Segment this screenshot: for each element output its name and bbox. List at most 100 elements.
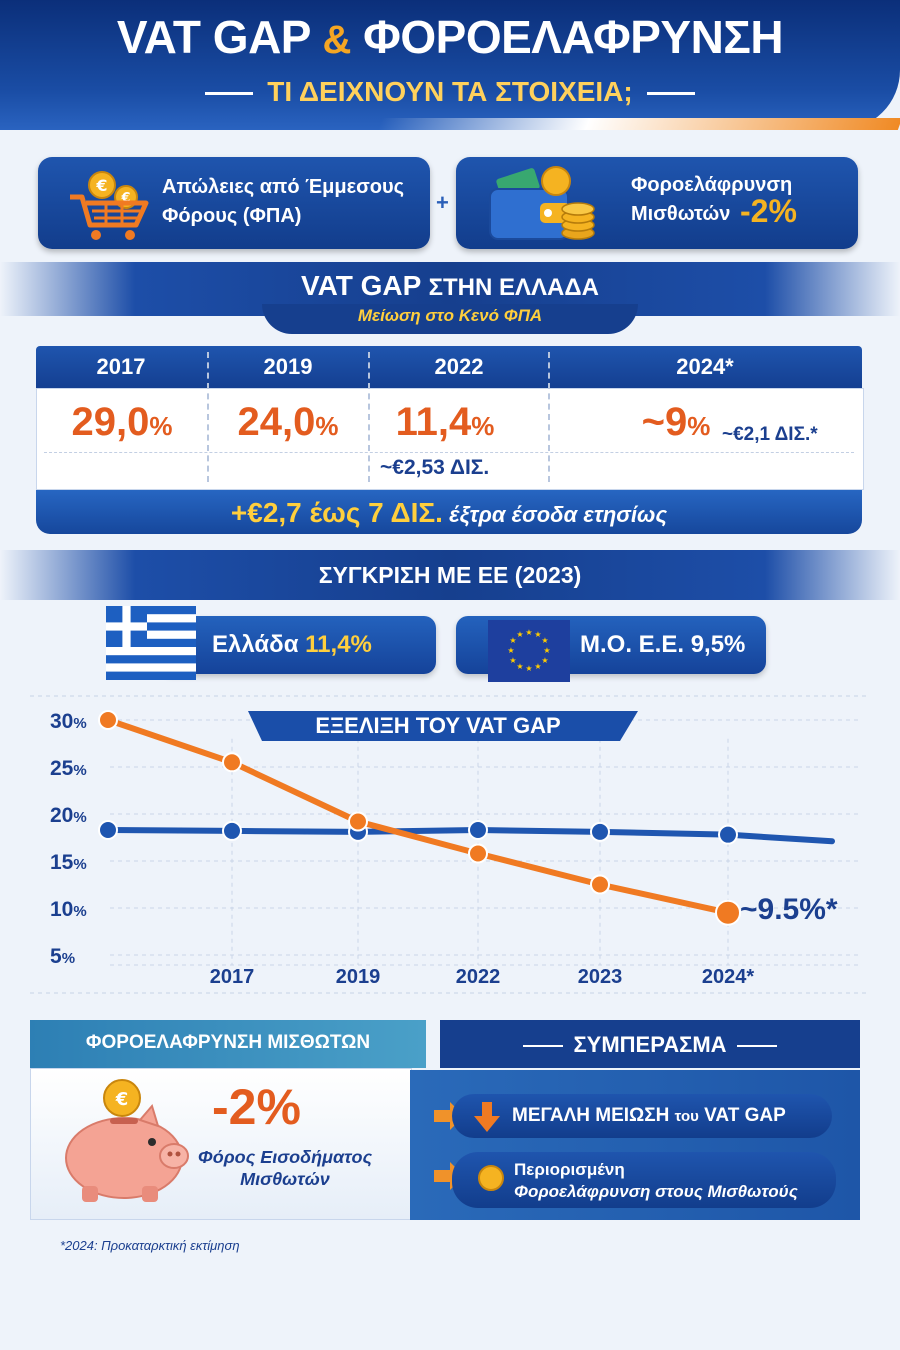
conclusion-item2-line2: Φοροελάφρυνση στους Μισθωτούς <box>514 1182 798 1201</box>
svg-text:★: ★ <box>541 656 548 665</box>
y-tick-label: 20% <box>50 804 87 827</box>
shopping-cart-icon: € € <box>70 171 149 240</box>
svg-text:€: € <box>115 1089 129 1110</box>
y-tick-unit: % <box>62 950 75 967</box>
y-tick-label: 30% <box>50 710 87 733</box>
conclusion-item-limited-relief: Περιορισμένη Φοροελάφρυνση στους Μισθωτο… <box>452 1152 836 1208</box>
year-header-2019: 2019 <box>263 354 313 379</box>
subtitle-text: ΤΙ ΔΕΙΧΝΟΥΝ ΤΑ ΣΤΟΙΧΕΙΑ; <box>267 76 633 107</box>
table-divider <box>368 352 370 482</box>
conclusion-item1-text: ΜΕΓΑΛΗ ΜΕΙΩΣΗ του VAT GAP <box>512 1105 786 1127</box>
svg-text:★: ★ <box>543 646 550 655</box>
y-axis-labels: 30% 25% 20% 15% 10% 5% <box>50 710 87 968</box>
chart-title: ΕΞΕΛΙΞΗ ΤΟΥ VAT GAP <box>315 713 560 738</box>
greece-text: Ελλάδα 11,4% <box>212 631 372 659</box>
piggy-bank-icon: € <box>65 1079 189 1202</box>
header-accent-stripe <box>377 118 900 130</box>
table-divider <box>548 352 550 482</box>
wage-relief-title-bar <box>30 1020 426 1068</box>
wage-relief-desc-line2: Μισθωτών <box>240 1169 330 1189</box>
vat-value-2019: 24,0% <box>208 400 368 445</box>
table-divider <box>207 352 209 482</box>
indirect-tax-loss-label: Απώλειες από Έμμεσους Φόρους (ΦΠΑ) <box>162 176 405 227</box>
eu-average-label: Μ.Ο. Ε.Ε. <box>580 631 685 658</box>
y-tick-unit: % <box>73 809 86 826</box>
wage-relief-desc-line1: Φόρος Εισοδήματος <box>197 1147 373 1167</box>
series-point-blue <box>98 819 118 840</box>
percent-sign: % <box>687 411 711 441</box>
y-tick-label: 5% <box>50 945 75 968</box>
comparison-title: ΣΥΓΚΡΙΣΗ ΜΕ ΕΕ (2023) <box>318 562 582 588</box>
svg-text:★: ★ <box>541 636 548 645</box>
vat-value-2022: 11,4% <box>370 400 520 445</box>
percent-sign: % <box>149 411 173 441</box>
svg-text:★: ★ <box>534 630 541 639</box>
y-tick-unit: % <box>73 903 86 920</box>
x-tick-label: 2024* <box>702 966 754 988</box>
series-line-orange <box>105 717 731 916</box>
vat-value-2024-number: ~9 <box>641 400 688 444</box>
extra-revenue-bar: +€2,7 έως 7 ΔΙΣ. έξτρα έσοδα ετησίως <box>36 490 862 534</box>
extra-revenue-amount: +€2,7 έως 7 ΔΙΣ. <box>230 497 443 528</box>
svg-text:★: ★ <box>525 628 532 637</box>
conclusion-item1-bold: ΜΕΓΑΛΗ ΜΕΙΩΣΗ <box>512 1105 670 1126</box>
vat-section-subtitle: Μείωση στο Κενό ΦΠΑ <box>357 306 543 325</box>
y-tick-unit: % <box>73 762 86 779</box>
greek-flag-icon <box>106 606 196 680</box>
wage-relief-description: Φόρος Εισοδήματος Μισθωτών <box>190 1146 380 1190</box>
percent-sign: % <box>315 411 339 441</box>
series-point-orange <box>590 874 610 895</box>
conclusion-item-large-reduction: ΜΕΓΑΛΗ ΜΕΙΩΣΗ του VAT GAP <box>452 1094 832 1138</box>
title-vat-gap: VAT GAP <box>116 11 311 63</box>
svg-text:★: ★ <box>525 664 532 673</box>
plus-sign: + <box>436 190 449 215</box>
wage-relief-value: -2% <box>212 1079 301 1135</box>
arrow-down-icon <box>474 1102 500 1132</box>
y-tick-label: 10% <box>50 898 87 921</box>
vat-amount-2024: ~€2,1 ΔΙΣ.* <box>722 424 818 445</box>
vat-table-body <box>36 388 864 490</box>
x-tick-label: 2022 <box>456 966 501 988</box>
svg-text:€: € <box>120 191 130 206</box>
y-tick-unit: % <box>73 856 86 873</box>
greece-label: Ελλάδα <box>212 631 299 658</box>
vat-subtitle-tab <box>262 304 638 334</box>
conclusion-item2-line1: Περιορισμένη <box>514 1160 625 1179</box>
series-point-orange <box>98 710 118 730</box>
greece-value: 11,4% <box>305 631 372 658</box>
y-tick-label: 25% <box>50 757 87 780</box>
eu-average-text: Μ.Ο. Ε.Ε. 9,5% <box>580 631 745 659</box>
wage-tax-relief-label: Φοροελάφρυνση Μισθωτών <box>631 174 793 225</box>
vat-value-2019-number: 24,0 <box>237 400 316 444</box>
wage-relief-title: ΦΟΡΟΕΛΑΦΡΥΝΣΗ ΜΙΣΘΩΤΩΝ <box>85 1032 371 1053</box>
vat-value-2022-number: 11,4 <box>395 400 472 444</box>
title-tax-relief: ΦΟΡΟΕΛΑΦΡΥΝΣΗ <box>363 11 784 63</box>
coin-icon <box>478 1165 504 1191</box>
wage-tax-relief-text: Φοροελάφρυνση Μισθωτών <box>596 171 846 229</box>
conclusion-item2-text: Περιορισμένη Φοροελάφρυνση στους Μισθωτο… <box>514 1159 798 1203</box>
x-axis-labels: 2017 2019 2022 2023 2024* <box>210 966 755 988</box>
chart-annotation-2024: ~9.5%* <box>740 893 838 926</box>
conclusion-title-wrap: ΣΥΜΠΕΡΑΣΜΑ <box>440 1032 860 1058</box>
conclusion-item1-end: VAT GAP <box>704 1105 786 1126</box>
svg-text:★: ★ <box>516 662 523 671</box>
indirect-tax-loss-box: € € Απώλειες από Έμμεσους Φόρους (ΦΠΑ) <box>38 157 430 249</box>
year-header-2024: 2024* <box>676 354 734 379</box>
x-tick-label: 2017 <box>210 966 255 988</box>
series-point-orange <box>348 811 368 832</box>
year-header-2017: 2017 <box>96 354 146 379</box>
x-tick-label: 2023 <box>578 966 623 988</box>
svg-text:★: ★ <box>534 662 541 671</box>
series-point-blue <box>718 824 738 845</box>
title-ampersand: & <box>322 18 351 62</box>
conclusion-title: ΣΥΜΠΕΡΑΣΜΑ <box>573 1032 727 1057</box>
svg-text:★: ★ <box>507 646 514 655</box>
series-point-blue <box>590 821 610 842</box>
conclusion-title-bar <box>440 1020 860 1068</box>
svg-text:★: ★ <box>516 630 523 639</box>
page-title: VAT GAP & ΦΟΡΟΕΛΑΦΡΥΝΣΗ <box>0 10 900 64</box>
vat-value-2024: ~9% <box>626 400 726 445</box>
page-subtitle: ΤΙ ΔΕΙΧΝΟΥΝ ΤΑ ΣΤΟΙΧΕΙΑ; <box>0 76 900 108</box>
header-banner <box>0 0 900 130</box>
series-point-orange <box>222 752 242 773</box>
